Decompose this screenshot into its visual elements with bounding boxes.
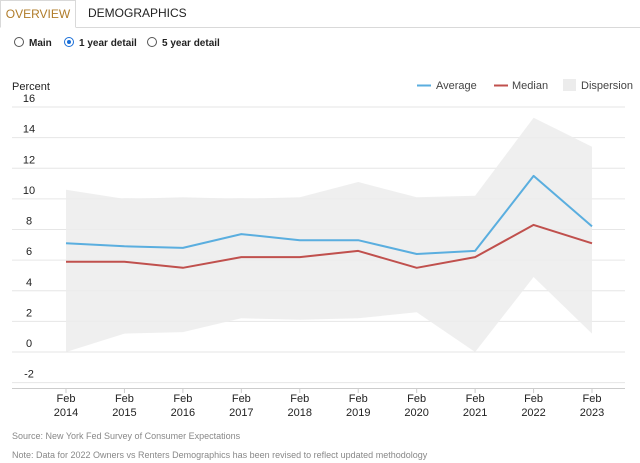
- methodology-note: Note: Data for 2022 Owners vs Renters De…: [12, 450, 428, 460]
- y-tick-label: 14: [23, 124, 35, 136]
- y-tick-label: 6: [26, 246, 32, 258]
- x-tick-label: Feb: [407, 393, 426, 405]
- radio-1-year-detail[interactable]: 1 year detail: [64, 37, 137, 49]
- x-tick-label: 2018: [288, 407, 312, 419]
- x-tick-label: Feb: [290, 393, 309, 405]
- tab-bar: OVERVIEW DEMOGRAPHICS: [0, 0, 640, 28]
- x-tick-label: 2016: [171, 407, 195, 419]
- dispersion-band: [66, 117, 592, 352]
- tab-demographics[interactable]: DEMOGRAPHICS: [88, 6, 187, 20]
- y-tick-label: 2: [26, 307, 32, 319]
- median-line: [66, 223, 593, 269]
- y-tick-label: 8: [26, 216, 32, 228]
- chart-legend: Average Median Dispersion: [417, 79, 633, 92]
- legend-dispersion-swatch: [563, 79, 576, 91]
- average-line: [65, 174, 593, 255]
- x-tick-label: Feb: [524, 393, 543, 405]
- x-tick-label: 2021: [463, 407, 487, 419]
- x-tick-label: Feb: [349, 393, 368, 405]
- x-tick-label: Feb: [115, 393, 134, 405]
- legend-average-label[interactable]: Average: [436, 80, 477, 92]
- x-tick-label: Feb: [232, 393, 251, 405]
- legend-median-label[interactable]: Median: [512, 80, 548, 92]
- x-tick-label: Feb: [583, 393, 602, 405]
- x-tick-label: Feb: [57, 393, 76, 405]
- y-axis-ticks: 16 14 12 10 8 6 4 2 0 -2: [23, 93, 35, 381]
- x-tick-label: Feb: [466, 393, 485, 405]
- radio-main[interactable]: Main: [14, 37, 52, 49]
- x-tick-label: 2020: [404, 407, 428, 419]
- x-tick-label: 2014: [54, 407, 78, 419]
- radio-button-icon[interactable]: [14, 37, 24, 47]
- legend-dispersion-label[interactable]: Dispersion: [581, 80, 633, 92]
- radio-main-label: Main: [29, 38, 52, 49]
- radio-5-year-detail[interactable]: 5 year detail: [147, 37, 220, 49]
- x-tick-label: 2022: [521, 407, 545, 419]
- inflation-expectations-chart: Percent Average Median Dispersion 16 14 12…: [12, 79, 633, 419]
- x-tick-label: 2015: [112, 407, 136, 419]
- radio-5-year-label: 5 year detail: [162, 38, 220, 49]
- x-tick-label: 2019: [346, 407, 370, 419]
- dispersion-area: [66, 117, 592, 352]
- y-tick-label: -2: [24, 369, 34, 381]
- y-tick-label: 16: [23, 93, 35, 105]
- radio-1-year-label: 1 year detail: [79, 38, 137, 49]
- source-note: Source: New York Fed Survey of Consumer …: [12, 431, 241, 441]
- x-tick-label: Feb: [173, 393, 192, 405]
- tab-overview[interactable]: OVERVIEW: [0, 0, 76, 28]
- x-axis-ticks: Feb 2014 Feb 2015 Feb 2016 Feb 2017 Feb 2018 Feb 20…: [54, 388, 604, 419]
- y-axis-label: Percent: [12, 81, 50, 93]
- series-lines: [65, 174, 593, 269]
- y-tick-label: 12: [23, 154, 35, 166]
- radio-button-icon[interactable]: [147, 37, 157, 47]
- y-tick-label: 10: [23, 185, 35, 197]
- x-tick-label: 2023: [580, 407, 604, 419]
- y-tick-label: 0: [26, 338, 32, 350]
- x-tick-label: 2017: [229, 407, 253, 419]
- radio-button-selected-icon[interactable]: [64, 37, 74, 47]
- y-tick-label: 4: [26, 277, 32, 289]
